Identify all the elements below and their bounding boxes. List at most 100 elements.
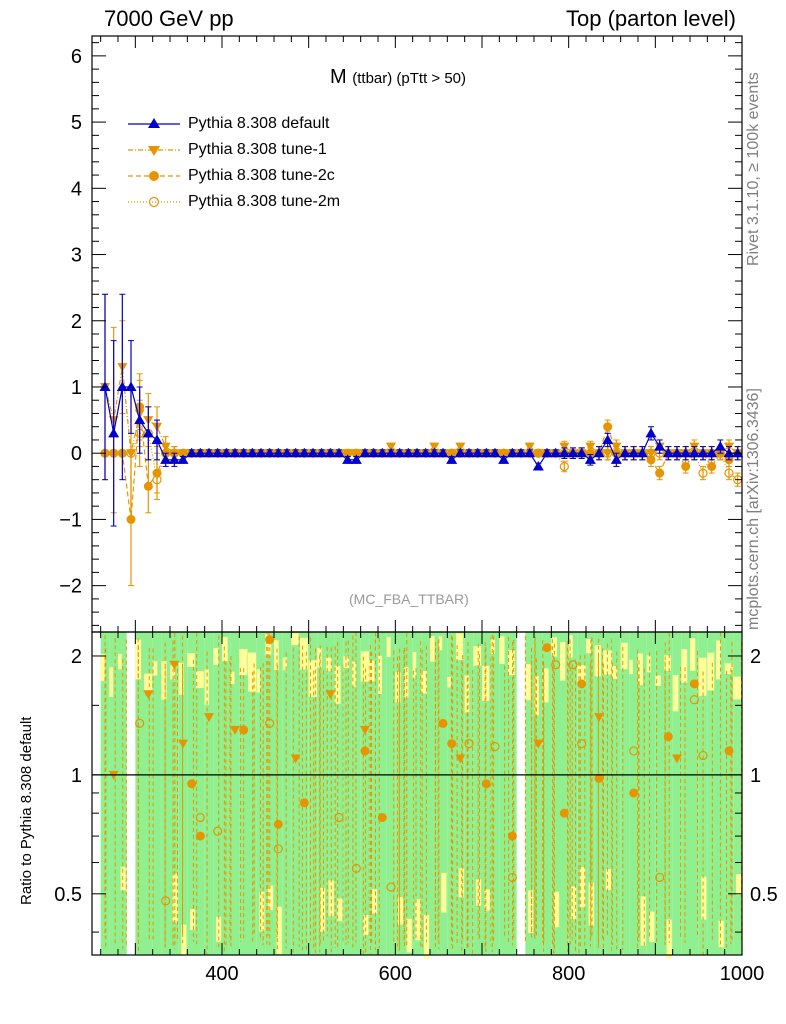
band-yellow <box>109 667 114 697</box>
data-point <box>187 779 197 789</box>
data-point <box>350 454 362 464</box>
data-point <box>429 442 440 452</box>
band-yellow <box>649 911 655 943</box>
band-green <box>291 632 300 955</box>
data-point <box>629 746 639 756</box>
data-point <box>455 442 466 452</box>
band-yellow <box>473 646 482 666</box>
data-point <box>168 454 180 464</box>
band-green <box>187 632 196 955</box>
band-yellow <box>629 659 633 675</box>
data-point <box>490 741 500 752</box>
y-tick-label: 1 <box>71 377 82 399</box>
band-yellow <box>508 650 515 676</box>
band-yellow <box>458 868 464 898</box>
data-point <box>195 812 205 823</box>
data-point <box>533 448 543 458</box>
data-point <box>411 447 423 458</box>
band-green <box>170 632 179 955</box>
legend-label: Pythia 8.308 tune-1 <box>188 141 327 158</box>
legend-marker-triangle-down-icon <box>128 146 180 156</box>
data-point <box>515 447 527 458</box>
data-point <box>724 746 734 756</box>
data-point <box>603 422 613 432</box>
data-point <box>655 872 665 883</box>
data-point <box>480 447 492 458</box>
data-point <box>203 447 215 458</box>
data-point <box>680 447 692 458</box>
data-point <box>689 695 699 705</box>
band-yellow <box>397 897 404 925</box>
band-yellow <box>406 918 412 953</box>
data-point <box>264 447 276 458</box>
data-point <box>594 713 604 723</box>
data-point <box>333 447 345 458</box>
band-green <box>378 632 387 955</box>
band-yellow <box>525 664 531 701</box>
data-point <box>325 690 336 700</box>
plot-title-sub: (ttbar) (pTtt > 50) <box>352 70 467 87</box>
data-point <box>212 447 224 458</box>
data-point <box>99 381 111 391</box>
data-point <box>186 447 198 458</box>
band-green <box>499 632 508 955</box>
band-green <box>109 632 118 955</box>
data-point <box>671 447 683 458</box>
legend-label: Pythia 8.308 default <box>188 115 330 132</box>
band-yellow <box>326 657 332 672</box>
band-yellow <box>337 898 343 922</box>
band-green <box>724 632 734 955</box>
band-yellow <box>672 674 679 712</box>
band-yellow <box>735 874 742 895</box>
ratio-frame <box>91 631 743 956</box>
data-point <box>360 725 370 735</box>
data-point <box>472 447 484 458</box>
band-yellow <box>568 635 573 658</box>
data-point <box>420 447 432 458</box>
data-point <box>342 454 354 464</box>
data-point <box>204 713 214 723</box>
y-tick-label: 2 <box>71 311 82 333</box>
data-point <box>645 427 657 438</box>
band-green <box>655 632 664 955</box>
data-point <box>567 447 579 458</box>
data-point <box>603 448 613 458</box>
band-yellow <box>352 661 356 687</box>
data-point <box>386 442 396 452</box>
band-yellow <box>144 673 153 691</box>
data-point <box>619 447 631 458</box>
band-yellow <box>291 633 299 646</box>
data-point <box>506 447 518 458</box>
band-yellow <box>239 648 248 676</box>
data-point <box>169 660 180 670</box>
data-point <box>697 447 709 458</box>
data-point <box>542 643 552 653</box>
band-yellow <box>733 676 742 700</box>
legend-marker-open-circle-icon <box>128 196 180 208</box>
band-green <box>300 632 309 955</box>
band-green <box>161 632 170 955</box>
data-point <box>385 447 397 458</box>
data-point <box>134 414 146 425</box>
y-tick-label: 6 <box>71 46 82 68</box>
y-tick-label: 5 <box>71 112 82 134</box>
data-point <box>324 447 336 458</box>
band-yellow <box>484 889 490 911</box>
data-point <box>577 739 587 749</box>
y-tick-label: 0.5 <box>54 884 82 906</box>
data-point <box>447 739 457 749</box>
band-green <box>334 632 344 955</box>
band-yellow <box>259 891 265 932</box>
data-point <box>246 447 258 458</box>
band-green <box>456 632 465 955</box>
band-green <box>386 632 396 955</box>
legend-marker-filled-circle-icon <box>128 171 180 181</box>
band-green <box>282 632 292 955</box>
data-point <box>559 808 569 818</box>
data-point <box>290 447 302 458</box>
data-point <box>455 754 466 764</box>
data-point <box>559 442 570 452</box>
rivet-label: Rivet 3.1.10, ≥ 100k events <box>745 72 762 266</box>
data-point <box>655 468 665 478</box>
data-point <box>707 461 717 471</box>
